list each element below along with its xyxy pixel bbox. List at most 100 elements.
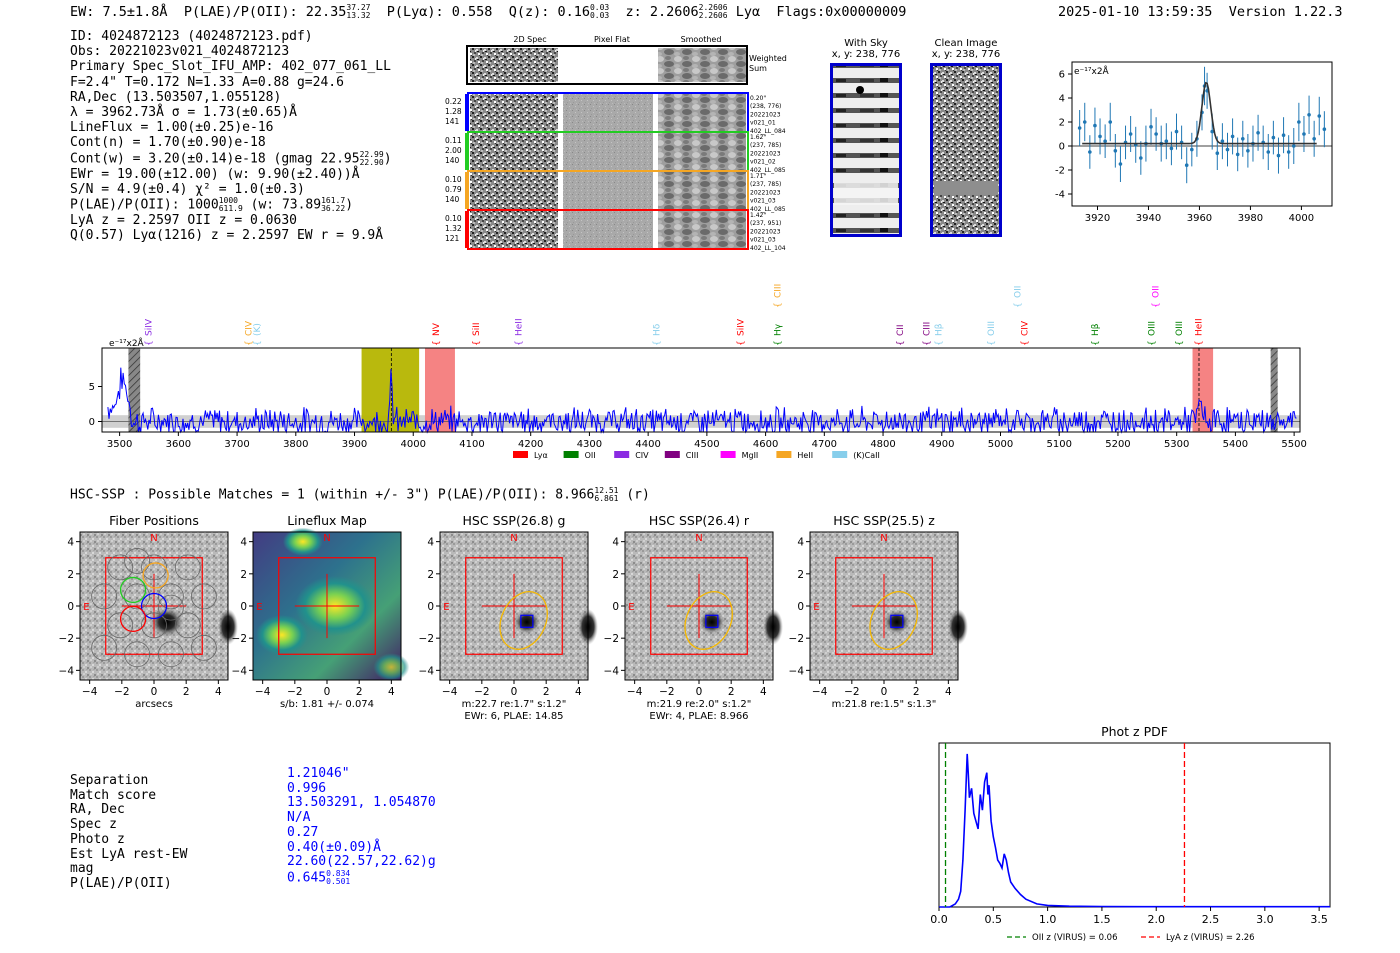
hsc-xtick-label: 4 [388,686,395,698]
zoom-point [1291,144,1296,148]
spec-line-brace: { [432,340,442,346]
fiber-circle [157,641,184,668]
spec-xtick-label: 5500 [1281,439,1306,450]
spec-line-label: CIV [1021,320,1031,336]
hsc-xtick-label: 0 [511,686,518,698]
clean-cutout-sub: x, y: 238, 776 [931,49,1001,60]
zoom-point [1113,149,1118,153]
spec-highlight-band [1192,348,1214,432]
hsc-ytick-label: 4 [240,537,247,549]
zoom-point [1088,150,1092,154]
info-radec: RA,Dec (13.503507,1.055128) [70,89,282,105]
info-plae-w: (w: 73.89 [250,197,322,213]
hsc-xtick-label: 4 [215,686,222,698]
sky-cutout [830,63,902,237]
spec-xtick-label: 4400 [635,439,660,450]
info-contw-end: ) [383,151,392,167]
fiber-row-meta: 402_LL_085 [750,167,786,174]
fiber-row-smoothed [658,133,746,170]
hsc-xtick-label: 2 [183,686,190,698]
aperture-box [835,557,933,655]
fiber-circle-red [119,605,147,633]
spec-xtick-label: 3900 [342,439,367,450]
zoom-ytick-label: 6 [1059,70,1065,81]
spec-line-brace: { [773,302,783,308]
spec-line-label: HeII [514,318,524,336]
zoom-fit-chart: 3920 3940 3960 3980 4000 -4 -2 0 2 4 6 e⁻¹⁷x2Å [1055,61,1333,224]
fiber-row-2dspec [470,172,558,209]
match-value: 13.503291, 1.054870 [287,795,436,811]
match-label: Est LyA rest-EW [70,846,188,862]
spec-line-brace: { [987,340,997,346]
info-block: ID: 4024872123 (4024872123.pdf) Obs: 202… [70,29,392,243]
info-fwhm: F=2.4" T=0.172 N=1.33 A=0.88 g=24.6 [70,74,344,90]
spec-line-label: OIII [1148,321,1158,336]
hsc-ytick-label: 4 [612,537,619,549]
spec-line-label: CIV [244,320,254,336]
header-ew: 7.5±1.8Å [102,4,168,20]
header-qz-lo: 0.03 [589,11,610,20]
spec-xtick-label: 3500 [107,439,132,450]
fiber-row-meta: 20221023 [750,150,781,157]
zoom-point [1322,127,1327,131]
zoom-point [1108,120,1113,124]
zoom-point [1281,133,1286,137]
spec-line-brace: { [736,340,746,346]
spec-trace [107,367,1297,434]
spec-legend-label: HeII [797,451,813,460]
hsc-panel: Fiber Positions N E −4 −4 −2 −2 0 0 2 2 4 4 arcsecs [59,513,238,710]
zoom-point [1276,153,1281,158]
spec-xtick-label: 4700 [812,439,837,450]
spec-xtick-label: 4500 [694,439,719,450]
spec-line-brace: { [1021,340,1031,346]
source-ellipse [869,591,918,650]
info-id: ID: 4024872123 (4024872123.pdf) [70,29,313,44]
info-plae: P(LAE)/P(OII): 1000 [70,197,219,213]
spec-line-label: HeII [1194,318,1204,336]
hsc-xtick-label: −2 [114,686,129,698]
timestamp: 2025-01-10 13:59:35 [1058,4,1213,20]
hsc-caption: arcsecs [135,699,173,710]
fiber-row-num: 0.11 [445,136,462,145]
spec-line-label: Hδ [652,323,662,336]
match-label: P(LAE)/P(OII) [70,875,172,891]
col-header-pixelflat: Pixel Flat [594,35,630,44]
spec-line-label: OII [1014,286,1024,298]
pdf-title: Phot z PDF [1101,724,1168,739]
fiber-row-colorbar [465,172,469,209]
spec-line-label: NV [432,322,442,336]
spec-xtick-label: 5100 [1046,439,1071,450]
aperture-box [105,557,203,655]
spec-line-brace: { [896,340,906,346]
zoom-point [1210,129,1214,134]
hsc-panel: HSC SSP(26.4) r N E −4 −4 −2 −2 0 0 2 2 4 4 m:21.9 re… [604,513,783,722]
hsc-ytick-label: 2 [797,569,804,581]
spec-line-brace: { [514,340,524,346]
clean-cutout-header: Clean Image x, y: 238, 776 [926,38,1006,60]
fiber-row-2dspec [470,94,558,131]
hsc-xtick-label: −4 [82,686,98,698]
aperture-box [465,557,563,655]
zoom-ytick-label: 4 [1059,94,1065,105]
hsc-xtick-label: −2 [474,686,489,698]
fiber-row-smoothed [658,94,746,131]
pdf-curve [939,753,1330,908]
info-lambda: λ = 3962.73Å σ = 1.73(±0.65)Å [70,105,297,121]
photz-pdf-chart: Phot z PDF 0.0 0.5 1.0 1.5 2.0 2.5 3.0 3.5 OII z … [930,724,1331,943]
fiber-row-num: 140 [445,195,460,204]
fiber-row-meta: 20221023 [750,111,781,118]
spec-line-brace: { [1014,302,1024,308]
fiber-circle [124,583,151,610]
info-contw-line: Cont(w) = 3.20(±0.14)e-18 (gmag 22.95 22.… [70,150,392,167]
hsc-galaxy [882,609,911,636]
spec-legend-label: MgII [742,451,759,460]
zoom-point [1149,125,1153,129]
spec-xtick-label: 5200 [1105,439,1130,450]
hsc-xtick-label: 0 [324,686,331,698]
pdf-legend-label: LyA z (VIRUS) = 2.26 [1166,933,1255,943]
spec-line-brace: { [773,340,783,346]
header-bar: EW: 7.5±1.8Å P(LAE)/P(OII): 22.35 37.27 13… [70,4,906,20]
hsc-panel: Lineflux Map N E −4 −4 −2 −2 0 0 2 2 4 4 s/b: 1.81 +/… [232,513,410,710]
source-marker [705,614,719,628]
hsc-ytick-label: −4 [59,665,75,677]
